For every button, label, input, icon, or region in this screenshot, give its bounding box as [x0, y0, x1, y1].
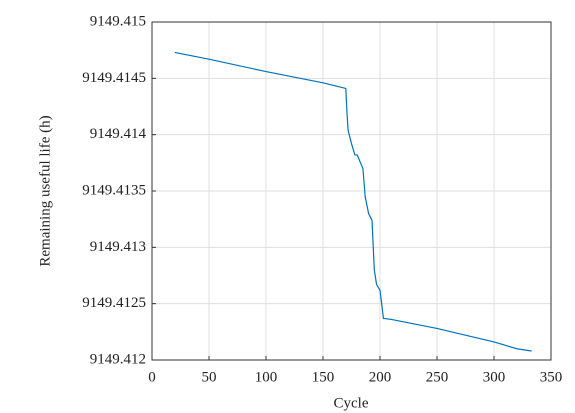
x-tick-label: 0	[148, 369, 156, 385]
y-tick-label: 9149.414	[90, 126, 147, 142]
x-tick-label: 350	[540, 369, 563, 385]
data-line	[174, 51, 532, 352]
y-tick-label: 9149.412	[90, 351, 146, 367]
x-tick-label: 150	[312, 369, 335, 385]
x-tick-label: 50	[202, 369, 217, 385]
y-tick-label: 9149.4145	[82, 70, 146, 86]
y-tick-label: 9149.413	[90, 239, 146, 255]
x-tick-label: 100	[255, 369, 278, 385]
axes-box	[151, 21, 552, 361]
y-tick-label: 9149.4135	[82, 182, 146, 198]
x-tick-label: 200	[369, 369, 392, 385]
x-axis-label: Cycle	[334, 395, 369, 411]
y-axis-label: Remaining useful life (h)	[37, 115, 53, 266]
y-tick-label: 9149.415	[90, 13, 146, 29]
y-tick-label: 9149.4125	[82, 295, 146, 311]
x-tick-label: 250	[426, 369, 449, 385]
x-tick-label: 300	[483, 369, 506, 385]
